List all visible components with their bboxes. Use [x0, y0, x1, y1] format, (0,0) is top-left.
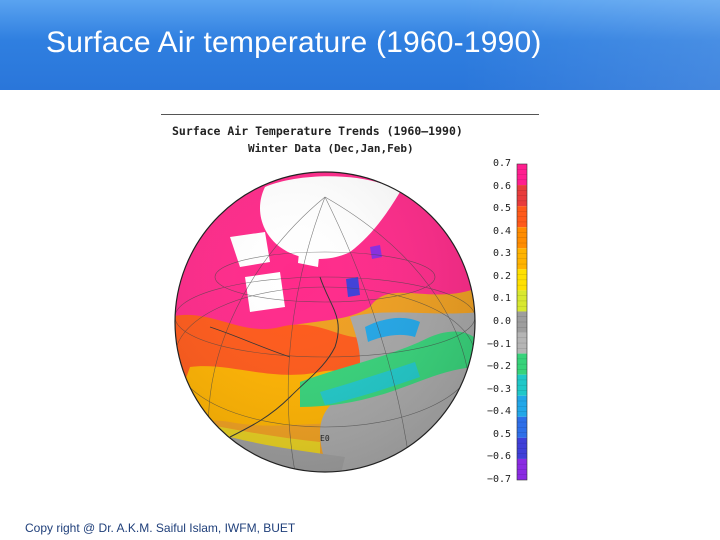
colorbar-tick-label: 0.3	[492, 248, 511, 260]
colorbar-tick-label: 0.5	[492, 203, 511, 215]
title-bar: Surface Air temperature (1960-1990)	[0, 0, 720, 90]
colorbar-tick-label: 0.2	[492, 270, 511, 282]
colorbar: 0.7 0.6 0.5 0.4 0.3 0.2 0.1 0.0 −0.1 −0.2 −0.3 −0.4…	[487, 158, 535, 488]
slide-title: Surface Air temperature (1960-1990)	[46, 26, 542, 59]
colorbar-swatch	[517, 353, 527, 375]
colorbar-swatch	[517, 458, 527, 480]
colorbar-tick-label: −0.3	[487, 383, 512, 395]
colorbar-tick-label: −0.1	[487, 338, 512, 350]
colorbar-tick-label: −0.4	[487, 406, 512, 418]
colorbar-tick-label: 0.4	[492, 225, 511, 237]
colorbar-swatch	[517, 416, 527, 438]
colorbar-tick-label: 0.5	[492, 428, 511, 440]
colorbar-tick-label: 0.0	[492, 316, 511, 327]
title-bar-sheen	[460, 0, 720, 90]
colorbar-swatch	[517, 269, 527, 291]
colorbar-swatch	[517, 311, 527, 333]
colorbar-swatch	[517, 290, 527, 312]
colorbar-swatch	[517, 248, 527, 270]
colorbar-swatch	[517, 206, 527, 228]
map-label: E0	[320, 434, 330, 443]
colorbar-tick-label: 0.7	[492, 158, 511, 169]
colorbar-tick-label: −0.6	[487, 451, 512, 463]
colorbar-swatch	[517, 164, 527, 186]
colorbar-swatch	[517, 227, 527, 249]
colorbar-graphic	[516, 163, 528, 481]
trend-figure: Surface Air Temperature Trends (1960–199…	[160, 112, 540, 490]
figure-title: Surface Air Temperature Trends (1960–199…	[172, 124, 463, 138]
colorbar-tick-label: 0.6	[492, 180, 511, 192]
colorbar-swatch	[517, 332, 527, 354]
footer-copyright: Copy right @ Dr. A.K.M. Saiful Islam, IW…	[25, 521, 296, 535]
colorbar-swatch	[517, 437, 527, 459]
colorbar-tick-label: −0.7	[487, 474, 512, 485]
colorbar-swatch	[517, 374, 527, 396]
colorbar-tick-label: −0.2	[487, 361, 512, 373]
colorbar-swatch	[517, 395, 527, 417]
colorbar-border	[516, 163, 528, 481]
figure-top-rule	[161, 114, 539, 115]
colorbar-swatch	[517, 185, 527, 207]
figure-subtitle: Winter Data (Dec,Jan,Feb)	[248, 142, 414, 155]
globe-map: E0	[174, 171, 476, 473]
colorbar-tick-label: 0.1	[492, 293, 511, 305]
